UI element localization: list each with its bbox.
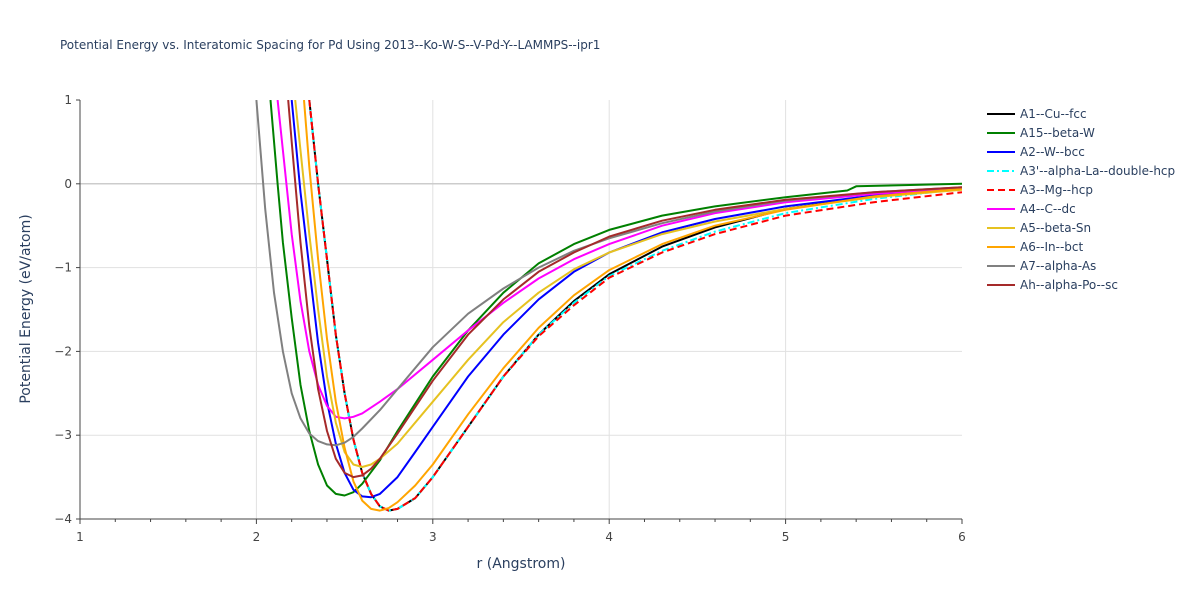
legend-label: A5--beta-Sn [1020, 221, 1092, 235]
legend-item-a1-cu-fcc[interactable]: A1--Cu--fcc [985, 106, 1195, 125]
y-axis-label: Potential Energy (eV/atom) [18, 214, 34, 403]
y-tick-label: 0 [64, 177, 72, 191]
grid-layer [80, 100, 962, 519]
series-line-a3-alpha-la-double-hcp[interactable] [308, 100, 962, 512]
legend-item-a5-beta-sn[interactable]: A5--beta-Sn [985, 220, 1195, 239]
series-line-a7-alpha-as[interactable] [255, 100, 962, 447]
legend-swatch [987, 246, 1015, 248]
chart-title: Potential Energy vs. Interatomic Spacing… [60, 38, 601, 52]
legend-label: A6--In--bct [1020, 240, 1084, 254]
legend-label: A7--alpha-As [1020, 259, 1097, 273]
x-tick-label: 6 [958, 530, 966, 544]
legend-swatch [987, 208, 1015, 210]
series-line-a5-beta-sn[interactable] [294, 100, 962, 468]
x-tick-label: 4 [605, 530, 613, 544]
axis-layer: 1 2 3 4 5 6 1 0 −1 −2 −3 −4 [54, 93, 966, 544]
x-tick-label: 5 [782, 530, 790, 544]
legend-label: Ah--alpha-Po--sc [1020, 278, 1118, 292]
y-tick-label: −4 [54, 512, 72, 526]
legend-item-a6-in-bct[interactable]: A6--In--bct [985, 239, 1195, 258]
legend-label: A2--W--bcc [1020, 145, 1085, 159]
legend-swatch [987, 132, 1015, 134]
y-tick-label: −1 [54, 261, 72, 275]
legend-swatch [987, 151, 1015, 153]
x-axis-label: r (Angstrom) [477, 556, 566, 572]
y-tick-label: 1 [64, 93, 72, 107]
legend-swatch [987, 113, 1015, 115]
y-tick-label: −2 [54, 344, 72, 358]
legend-item-ah-alpha-po-sc[interactable]: Ah--alpha-Po--sc [985, 277, 1195, 296]
series-line-a4-c-dc[interactable] [276, 100, 962, 420]
legend-item-a15-beta-w[interactable]: A15--beta-W [985, 125, 1195, 144]
series-line-a1-cu-fcc[interactable] [308, 100, 962, 512]
series-line-a15-beta-w[interactable] [269, 100, 963, 497]
legend-item-a2-w-bcc[interactable]: A2--W--bcc [985, 144, 1195, 163]
y-tick-label: −3 [54, 428, 72, 442]
series-line-a3-mg-hcp[interactable] [308, 100, 962, 512]
legend-item-a4-c-dc[interactable]: A4--C--dc [985, 201, 1195, 220]
legend: A1--Cu--fcc A15--beta-W A2--W--bcc A3'--alp… [985, 106, 1195, 296]
legend-swatch [987, 284, 1015, 286]
legend-item-a7-alpha-as[interactable]: A7--alpha-As [985, 258, 1195, 277]
legend-swatch [987, 265, 1015, 267]
legend-label: A3--Mg--hcp [1020, 183, 1093, 197]
legend-swatch [987, 189, 1015, 191]
x-tick-label: 1 [76, 530, 84, 544]
series-layer [255, 100, 963, 512]
series-line-a6-in-bct[interactable] [303, 100, 962, 512]
x-tick-label: 3 [429, 530, 437, 544]
legend-item-a3-alpha-la-double-hcp[interactable]: A3'--alpha-La--double-hcp [985, 163, 1195, 182]
legend-swatch [987, 170, 1015, 172]
legend-label: A4--C--dc [1020, 202, 1076, 216]
legend-item-a3-mg-hcp[interactable]: A3--Mg--hcp [985, 182, 1195, 201]
legend-swatch [987, 227, 1015, 229]
series-line-a2-w-bcc[interactable] [290, 100, 962, 499]
x-tick-label: 2 [253, 530, 261, 544]
series-line-ah-alpha-po-sc[interactable] [287, 100, 962, 479]
legend-label: A3'--alpha-La--double-hcp [1020, 164, 1176, 178]
legend-label: A1--Cu--fcc [1020, 107, 1087, 121]
legend-label: A15--beta-W [1020, 126, 1095, 140]
